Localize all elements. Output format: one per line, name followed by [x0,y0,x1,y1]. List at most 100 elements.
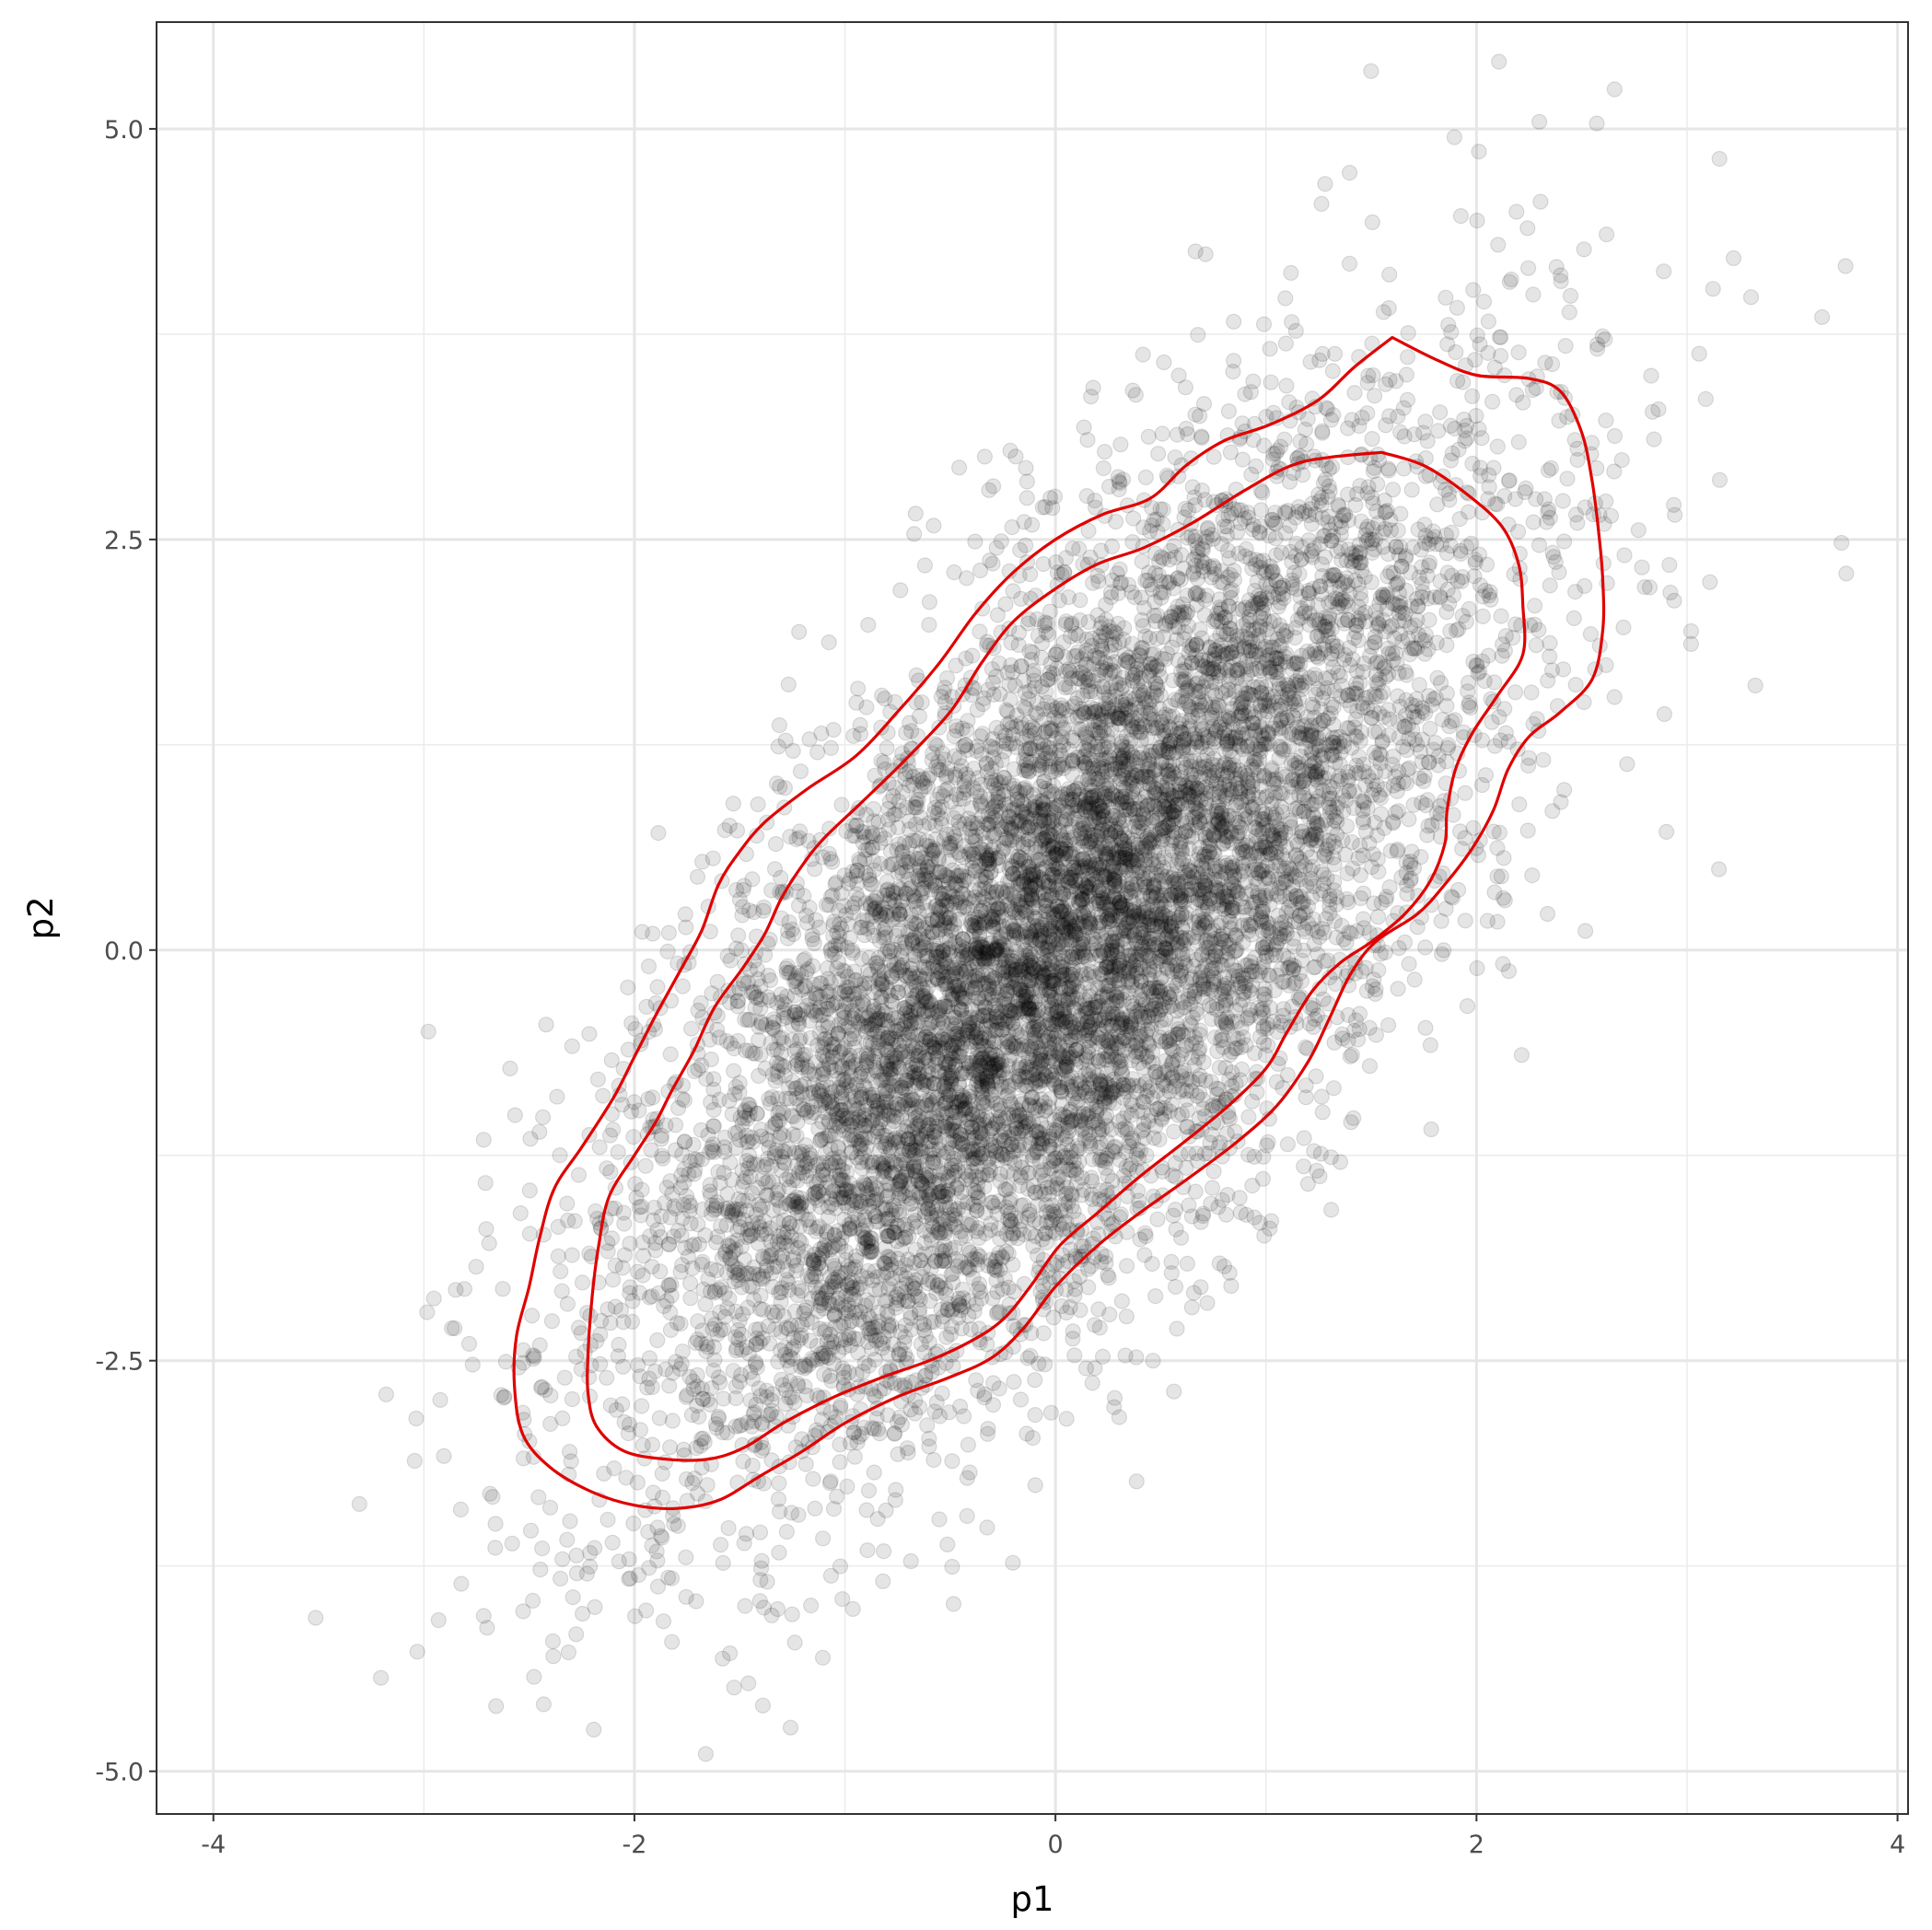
scatter-point [559,1296,576,1312]
scatter-point [1074,1019,1090,1037]
scatter-point [1144,1255,1160,1273]
scatter-point [815,1155,832,1171]
scatter-point [1309,816,1326,832]
plot-area [156,21,1909,1815]
scatter-point [1691,345,1707,362]
scatter-point [1039,942,1055,959]
scatter-point [554,1551,571,1567]
scatter-point [1044,500,1061,517]
scatter-point [1054,919,1071,936]
scatter-point [1152,1099,1169,1116]
scatter-point [997,796,1014,813]
scatter-point [1075,687,1091,703]
scatter-point [828,1168,844,1184]
scatter-point [921,616,937,634]
scatter-point [1420,818,1437,834]
scatter-point [794,1143,810,1160]
scatter-point [919,1417,936,1434]
scatter-point [1402,564,1419,581]
scatter-point [1290,989,1307,1006]
scatter-point [898,886,914,902]
scatter-point [821,1349,837,1366]
scatter-point [1274,973,1291,991]
scatter-point [1160,736,1178,752]
scatter-point [906,1405,924,1422]
scatter-point [764,1386,781,1402]
scatter-point [1274,766,1290,783]
scatter-point [506,1107,523,1123]
scatter-point [993,533,1009,550]
scatter-point [1100,1267,1116,1284]
scatter-point [946,1020,962,1038]
scatter-point [560,1644,577,1661]
scatter-point [1489,840,1506,856]
scatter-point [691,1408,707,1425]
scatter-point [942,1087,959,1104]
scatter-point [697,1746,715,1762]
scatter-point [683,1406,701,1424]
scatter-points [308,53,1855,1762]
scatter-point [1117,850,1134,866]
scatter-point [901,1010,917,1027]
scatter-point [1311,928,1328,946]
scatter-point [860,1320,877,1337]
scatter-point [1140,428,1157,445]
scatter-point [1559,471,1576,487]
scatter-point [1052,945,1068,962]
scatter-point [991,655,1007,671]
scatter-point [1146,512,1162,529]
scatter-point [1389,656,1405,672]
scatter-point [556,1369,573,1386]
scatter-point [1421,611,1437,628]
scatter-point [936,1188,952,1204]
scatter-point [888,927,904,945]
scatter-point [1100,1033,1116,1050]
scatter-point [1309,628,1325,645]
scatter-point [800,1062,818,1079]
scatter-point [736,878,752,894]
scatter-point [1122,1016,1139,1032]
scatter-point [953,878,970,894]
scatter-point [845,963,863,980]
scatter-point [1105,912,1123,929]
scatter-point [932,1273,949,1290]
scatter-point [1013,1076,1030,1093]
scatter-point [641,1370,658,1387]
scatter-point [544,1633,562,1650]
scatter-point [1030,1102,1046,1119]
scatter-point [867,1320,883,1336]
scatter-point [1221,690,1239,706]
scatter-point [1437,289,1454,306]
scatter-point [751,1031,767,1049]
scatter-point [1168,1221,1184,1238]
scatter-point [946,564,962,581]
scatter-point [1313,195,1330,212]
scatter-point [953,758,970,774]
scatter-point [1201,997,1217,1014]
scatter-point [731,1201,749,1217]
scatter-point [1446,129,1463,145]
scatter-point [1052,1079,1068,1096]
scatter-point [962,1033,980,1051]
scatter-point [881,1062,898,1078]
scatter-point [1422,1037,1439,1053]
scatter-point [504,1535,520,1552]
scatter-point [1246,963,1263,980]
scatter-point [1329,738,1345,755]
scatter-point [1262,558,1279,575]
scatter-point [1519,260,1537,276]
scatter-point [1146,545,1164,562]
scatter-point [1429,669,1446,686]
scatter-point [1041,874,1057,890]
scatter-point [1258,914,1275,931]
scatter-point [890,1134,906,1150]
scatter-point [1047,940,1064,958]
scatter-point [1008,707,1025,724]
scatter-point [655,1613,672,1630]
scatter-point [1093,908,1110,924]
scatter-point [1274,875,1290,891]
scatter-point [1191,802,1207,819]
scatter-point [802,1597,820,1614]
scatter-point [809,744,826,761]
scatter-point [1152,669,1169,685]
